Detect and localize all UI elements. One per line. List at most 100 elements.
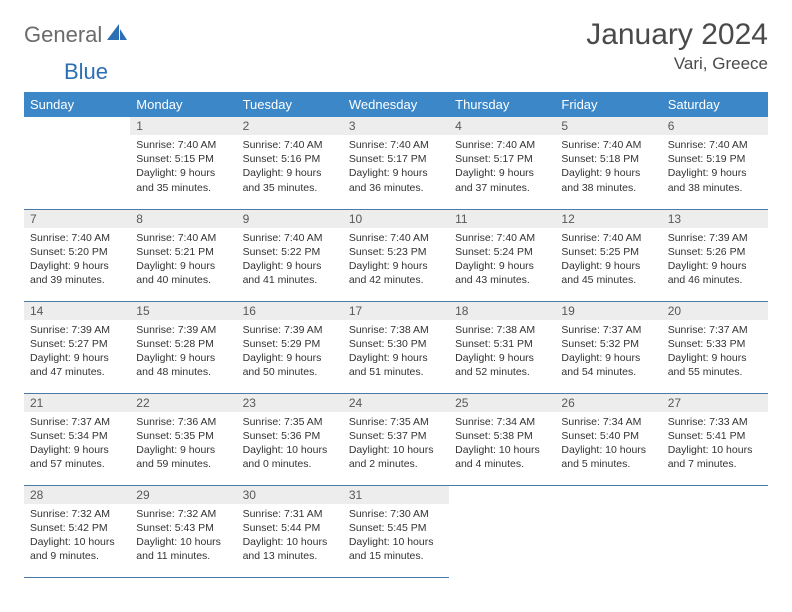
day-number: 20 (662, 302, 768, 320)
day-info: Sunrise: 7:39 AMSunset: 5:26 PMDaylight:… (662, 228, 768, 292)
day-number: 8 (130, 210, 236, 228)
calendar-row: 21Sunrise: 7:37 AMSunset: 5:34 PMDayligh… (24, 393, 768, 485)
day-number: 16 (237, 302, 343, 320)
weekday-header: Tuesday (237, 92, 343, 117)
day-number: 10 (343, 210, 449, 228)
day-number: 5 (555, 117, 661, 135)
day-info: Sunrise: 7:34 AMSunset: 5:40 PMDaylight:… (555, 412, 661, 476)
day-number: 29 (130, 486, 236, 504)
day-number: 14 (24, 302, 130, 320)
calendar-cell: 15Sunrise: 7:39 AMSunset: 5:28 PMDayligh… (130, 301, 236, 393)
calendar-cell: 3Sunrise: 7:40 AMSunset: 5:17 PMDaylight… (343, 117, 449, 209)
calendar-cell: 25Sunrise: 7:34 AMSunset: 5:38 PMDayligh… (449, 393, 555, 485)
day-number: 7 (24, 210, 130, 228)
day-number: 15 (130, 302, 236, 320)
calendar-page: General January 2024 Vari, Greece Blue S… (0, 0, 792, 578)
day-info: Sunrise: 7:40 AMSunset: 5:20 PMDaylight:… (24, 228, 130, 292)
calendar-cell: 9Sunrise: 7:40 AMSunset: 5:22 PMDaylight… (237, 209, 343, 301)
day-info: Sunrise: 7:40 AMSunset: 5:15 PMDaylight:… (130, 135, 236, 199)
calendar-cell: 7Sunrise: 7:40 AMSunset: 5:20 PMDaylight… (24, 209, 130, 301)
weekday-header-row: SundayMondayTuesdayWednesdayThursdayFrid… (24, 92, 768, 117)
day-number: 21 (24, 394, 130, 412)
day-number: 27 (662, 394, 768, 412)
day-info: Sunrise: 7:30 AMSunset: 5:45 PMDaylight:… (343, 504, 449, 568)
calendar-row: 7Sunrise: 7:40 AMSunset: 5:20 PMDaylight… (24, 209, 768, 301)
day-info: Sunrise: 7:35 AMSunset: 5:36 PMDaylight:… (237, 412, 343, 476)
calendar-table: SundayMondayTuesdayWednesdayThursdayFrid… (24, 92, 768, 578)
weekday-header: Monday (130, 92, 236, 117)
day-info: Sunrise: 7:38 AMSunset: 5:30 PMDaylight:… (343, 320, 449, 384)
calendar-cell: 1Sunrise: 7:40 AMSunset: 5:15 PMDaylight… (130, 117, 236, 209)
calendar-cell: 18Sunrise: 7:38 AMSunset: 5:31 PMDayligh… (449, 301, 555, 393)
day-number: 13 (662, 210, 768, 228)
calendar-cell: 12Sunrise: 7:40 AMSunset: 5:25 PMDayligh… (555, 209, 661, 301)
calendar-cell: 23Sunrise: 7:35 AMSunset: 5:36 PMDayligh… (237, 393, 343, 485)
calendar-body: 1Sunrise: 7:40 AMSunset: 5:15 PMDaylight… (24, 117, 768, 577)
day-info: Sunrise: 7:40 AMSunset: 5:17 PMDaylight:… (449, 135, 555, 199)
weekday-header: Saturday (662, 92, 768, 117)
calendar-cell: 24Sunrise: 7:35 AMSunset: 5:37 PMDayligh… (343, 393, 449, 485)
day-info: Sunrise: 7:32 AMSunset: 5:42 PMDaylight:… (24, 504, 130, 568)
day-number: 4 (449, 117, 555, 135)
calendar-cell (662, 485, 768, 577)
day-number: 31 (343, 486, 449, 504)
day-info: Sunrise: 7:37 AMSunset: 5:33 PMDaylight:… (662, 320, 768, 384)
day-number: 9 (237, 210, 343, 228)
day-number: 22 (130, 394, 236, 412)
day-info: Sunrise: 7:39 AMSunset: 5:28 PMDaylight:… (130, 320, 236, 384)
day-number: 6 (662, 117, 768, 135)
day-info: Sunrise: 7:40 AMSunset: 5:25 PMDaylight:… (555, 228, 661, 292)
calendar-cell: 19Sunrise: 7:37 AMSunset: 5:32 PMDayligh… (555, 301, 661, 393)
calendar-cell: 16Sunrise: 7:39 AMSunset: 5:29 PMDayligh… (237, 301, 343, 393)
day-info: Sunrise: 7:40 AMSunset: 5:19 PMDaylight:… (662, 135, 768, 199)
calendar-row: 14Sunrise: 7:39 AMSunset: 5:27 PMDayligh… (24, 301, 768, 393)
day-info: Sunrise: 7:40 AMSunset: 5:24 PMDaylight:… (449, 228, 555, 292)
day-info: Sunrise: 7:39 AMSunset: 5:29 PMDaylight:… (237, 320, 343, 384)
day-info: Sunrise: 7:34 AMSunset: 5:38 PMDaylight:… (449, 412, 555, 476)
calendar-cell: 17Sunrise: 7:38 AMSunset: 5:30 PMDayligh… (343, 301, 449, 393)
day-info: Sunrise: 7:32 AMSunset: 5:43 PMDaylight:… (130, 504, 236, 568)
calendar-cell: 5Sunrise: 7:40 AMSunset: 5:18 PMDaylight… (555, 117, 661, 209)
day-info: Sunrise: 7:40 AMSunset: 5:22 PMDaylight:… (237, 228, 343, 292)
weekday-header: Sunday (24, 92, 130, 117)
calendar-cell: 2Sunrise: 7:40 AMSunset: 5:16 PMDaylight… (237, 117, 343, 209)
calendar-cell: 11Sunrise: 7:40 AMSunset: 5:24 PMDayligh… (449, 209, 555, 301)
calendar-cell: 22Sunrise: 7:36 AMSunset: 5:35 PMDayligh… (130, 393, 236, 485)
calendar-cell: 26Sunrise: 7:34 AMSunset: 5:40 PMDayligh… (555, 393, 661, 485)
calendar-cell (449, 485, 555, 577)
calendar-row: 28Sunrise: 7:32 AMSunset: 5:42 PMDayligh… (24, 485, 768, 577)
day-info: Sunrise: 7:40 AMSunset: 5:16 PMDaylight:… (237, 135, 343, 199)
calendar-cell: 13Sunrise: 7:39 AMSunset: 5:26 PMDayligh… (662, 209, 768, 301)
day-number: 18 (449, 302, 555, 320)
calendar-cell: 8Sunrise: 7:40 AMSunset: 5:21 PMDaylight… (130, 209, 236, 301)
day-info: Sunrise: 7:40 AMSunset: 5:18 PMDaylight:… (555, 135, 661, 199)
day-number: 11 (449, 210, 555, 228)
logo-text-2: Blue (64, 59, 108, 84)
calendar-cell: 21Sunrise: 7:37 AMSunset: 5:34 PMDayligh… (24, 393, 130, 485)
calendar-cell (24, 117, 130, 209)
day-number: 23 (237, 394, 343, 412)
calendar-cell: 4Sunrise: 7:40 AMSunset: 5:17 PMDaylight… (449, 117, 555, 209)
day-info: Sunrise: 7:38 AMSunset: 5:31 PMDaylight:… (449, 320, 555, 384)
day-info: Sunrise: 7:37 AMSunset: 5:34 PMDaylight:… (24, 412, 130, 476)
day-info: Sunrise: 7:40 AMSunset: 5:21 PMDaylight:… (130, 228, 236, 292)
day-info: Sunrise: 7:37 AMSunset: 5:32 PMDaylight:… (555, 320, 661, 384)
day-info: Sunrise: 7:31 AMSunset: 5:44 PMDaylight:… (237, 504, 343, 568)
day-number: 19 (555, 302, 661, 320)
calendar-cell: 31Sunrise: 7:30 AMSunset: 5:45 PMDayligh… (343, 485, 449, 577)
logo: General (24, 18, 130, 48)
day-number: 24 (343, 394, 449, 412)
day-number: 1 (130, 117, 236, 135)
logo-text-1: General (24, 22, 102, 48)
day-number: 30 (237, 486, 343, 504)
day-info: Sunrise: 7:40 AMSunset: 5:17 PMDaylight:… (343, 135, 449, 199)
weekday-header: Thursday (449, 92, 555, 117)
day-number: 28 (24, 486, 130, 504)
day-number: 3 (343, 117, 449, 135)
calendar-cell: 30Sunrise: 7:31 AMSunset: 5:44 PMDayligh… (237, 485, 343, 577)
day-number: 12 (555, 210, 661, 228)
day-number: 2 (237, 117, 343, 135)
day-number: 25 (449, 394, 555, 412)
calendar-cell: 29Sunrise: 7:32 AMSunset: 5:43 PMDayligh… (130, 485, 236, 577)
calendar-cell: 20Sunrise: 7:37 AMSunset: 5:33 PMDayligh… (662, 301, 768, 393)
